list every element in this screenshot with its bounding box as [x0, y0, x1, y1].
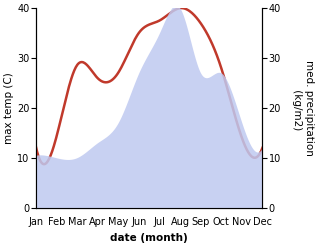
Y-axis label: max temp (C): max temp (C)	[4, 72, 14, 144]
Y-axis label: med. precipitation
 (kg/m2): med. precipitation (kg/m2)	[292, 60, 314, 156]
X-axis label: date (month): date (month)	[110, 233, 188, 243]
